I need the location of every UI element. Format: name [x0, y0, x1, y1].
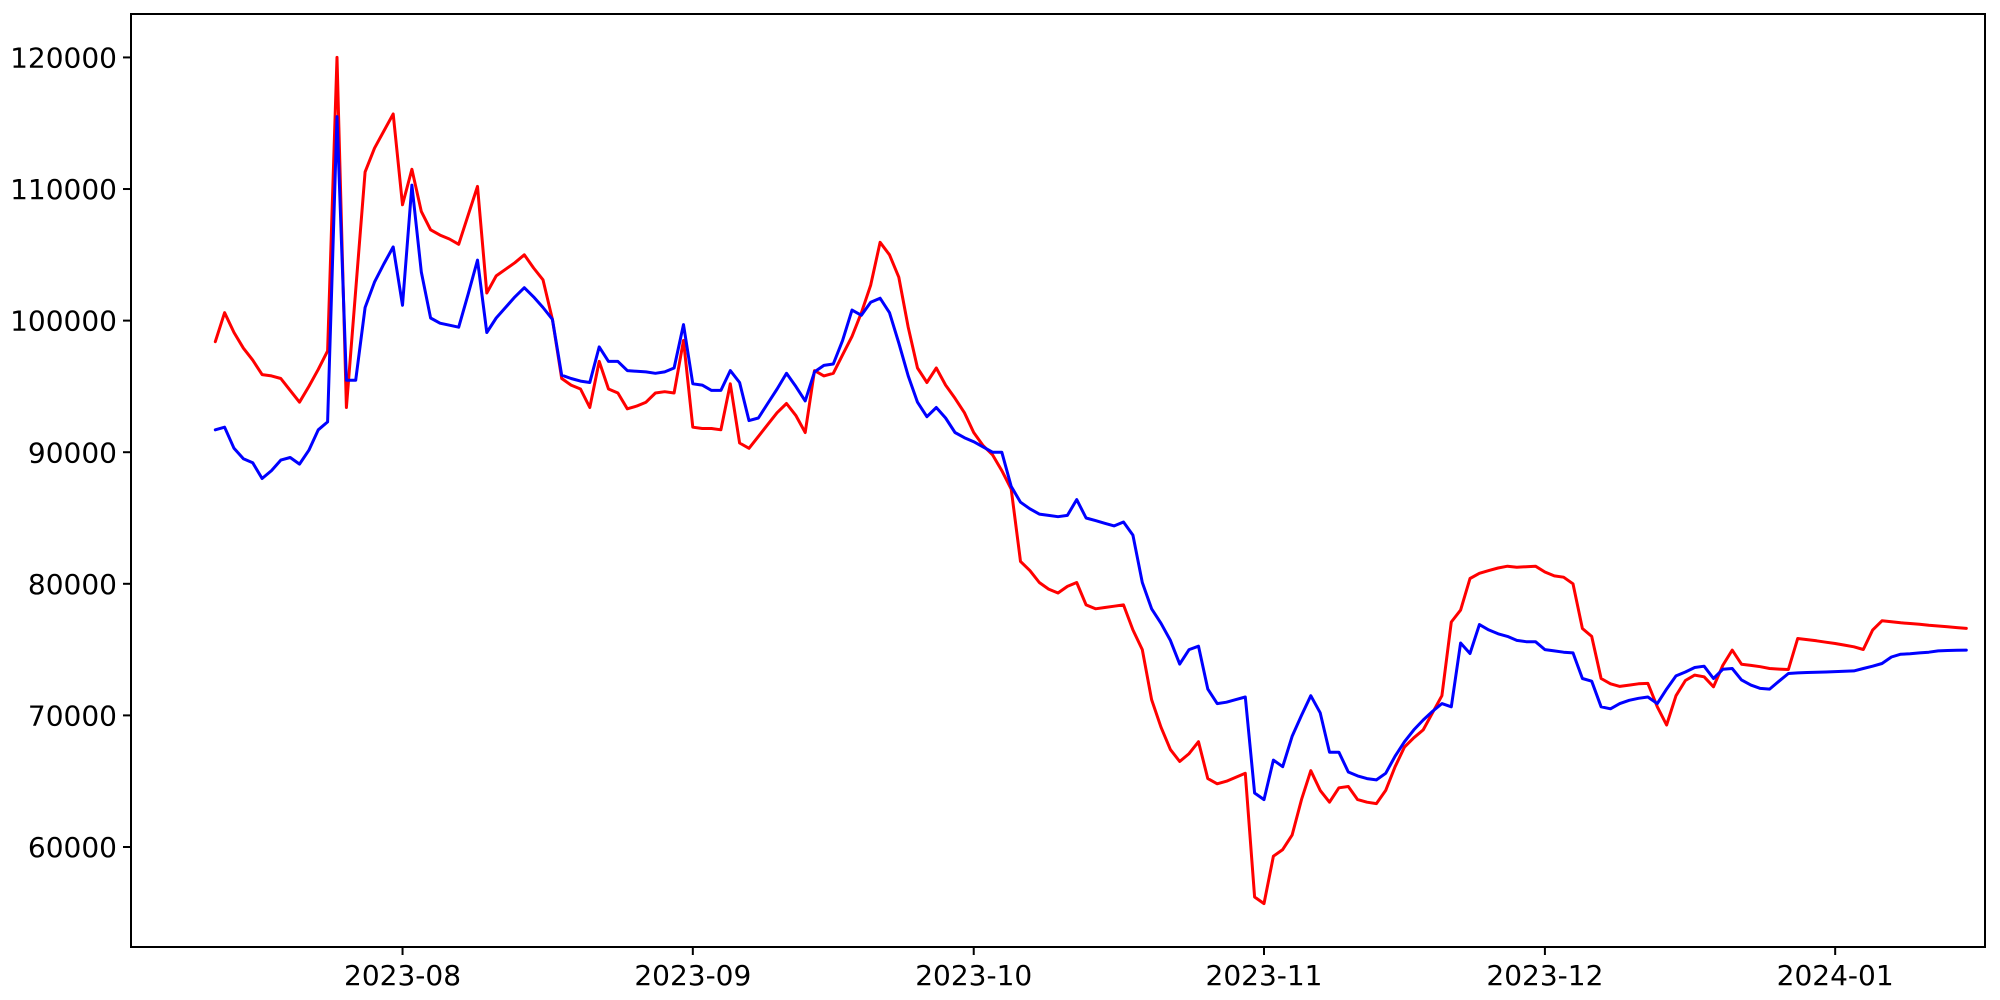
- blue-series-line: [213, 115, 1968, 802]
- y-tick-label: 90000: [28, 436, 117, 469]
- y-tick-label: 120000: [10, 42, 117, 75]
- y-tick-label: 100000: [10, 305, 117, 338]
- x-tick-label: 2024-01: [1777, 959, 1894, 992]
- y-tick-label: 80000: [28, 568, 117, 601]
- y-tick-label: 60000: [28, 831, 117, 864]
- y-tick-label: 110000: [10, 173, 117, 206]
- x-tick-label: 2023-11: [1206, 959, 1323, 992]
- axes-spines: [130, 13, 1986, 948]
- x-tick-label: 2023-09: [634, 959, 751, 992]
- plot-area: 60000 70000 80000 90000 100000 110000 120000 20…: [10, 13, 1986, 992]
- y-tick-label: 70000: [28, 699, 117, 732]
- red-series-line: [213, 55, 1968, 906]
- x-tick-label: 2023-12: [1486, 959, 1603, 992]
- x-tick-label: 2023-10: [915, 959, 1032, 992]
- x-tick-label: 2023-08: [344, 959, 461, 992]
